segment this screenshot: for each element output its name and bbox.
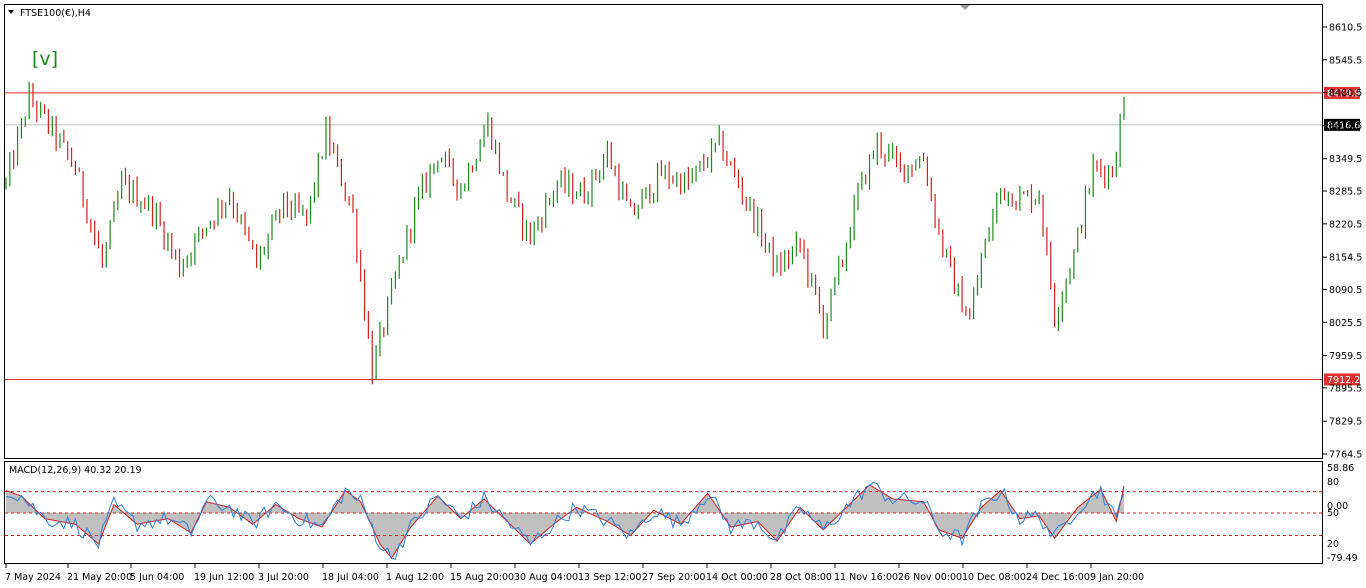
macd-scale-label: -79.49	[1327, 553, 1358, 564]
symbol-label: FTSE100(€),H4	[20, 8, 91, 19]
price-tick-label: 8610.5	[1329, 23, 1362, 34]
time-tick-label: 19 Jun 12:00	[194, 572, 254, 583]
time-tick-label: 26 Nov 00:00	[898, 572, 962, 583]
macd-scale-label: 58.86	[1327, 463, 1354, 474]
price-tick-label: 8545.5	[1329, 55, 1362, 66]
level-price-label: 8479.9	[1327, 88, 1360, 99]
time-tick-label: 14 Oct 00:00	[706, 572, 768, 583]
time-tick-label: 24 Dec 16:00	[1026, 572, 1090, 583]
level-price-tag	[1324, 373, 1360, 386]
candles	[5, 81, 1125, 385]
macd-scale-label: 20	[1327, 539, 1339, 550]
level-price-tag	[1324, 86, 1360, 99]
time-tick-label: 21 May 20:00	[67, 572, 132, 583]
time-axis: 7 May 2024 21 May 20:005 Jun 04:00 19 Jun …	[5, 564, 1144, 583]
time-tick-label: 5 Jun 04:00	[130, 572, 184, 583]
shift-marker-icon[interactable]	[960, 5, 970, 10]
time-tick-label: 10 Dec 08:00	[962, 572, 1026, 583]
time-tick-label: 18 Jul 04:00	[322, 572, 379, 583]
price-tick-label: 7764.5	[1329, 450, 1362, 461]
price-tick-label: 8025.5	[1329, 318, 1362, 329]
current-price-label: 8416.6	[1327, 120, 1360, 131]
macd-label: MACD(12,26,9) 40.32 20.19	[9, 465, 142, 476]
time-tick-label: 7 May 2024	[5, 572, 61, 583]
level-lines: 8479.9 7912.2 8416.6	[5, 86, 1360, 386]
price-tick-label: 7829.5	[1329, 417, 1362, 428]
macd-scale-label: 0.00	[1327, 501, 1348, 512]
time-tick-label: 28 Oct 08:00	[770, 572, 832, 583]
macd-signal-line	[5, 484, 1125, 559]
price-tick-label: 8415.5	[1329, 121, 1362, 132]
time-tick-label: 3 Jul 20:00	[258, 572, 309, 583]
time-tick-label: 15 Aug 20:00	[450, 572, 514, 583]
price-tick-label: 8154.5	[1329, 253, 1362, 264]
price-tick-label: 8349.5	[1329, 154, 1362, 165]
wave-label: [v]	[32, 48, 58, 70]
price-tick-label: 8480.5	[1329, 88, 1362, 99]
time-tick-label: 30 Aug 04:00	[514, 572, 578, 583]
time-tick-label: 27 Sep 20:00	[642, 572, 705, 583]
time-tick-label: 9 Jan 20:00	[1090, 572, 1144, 583]
macd-series	[5, 481, 1322, 560]
macd-scale-label: 80	[1327, 477, 1339, 488]
price-axis: 8610.5 8545.5 8480.5 8415.5 8349.5 8285.5 8220…	[1323, 23, 1362, 461]
price-tick-label: 7959.5	[1329, 351, 1362, 362]
level-price-label: 7912.2	[1327, 375, 1360, 386]
time-tick-label: 1 Aug 12:00	[386, 572, 444, 583]
price-tick-label: 8090.5	[1329, 285, 1362, 296]
time-tick-label: 13 Sep 12:00	[578, 572, 641, 583]
price-pane	[4, 4, 1323, 459]
price-tick-label: 8220.5	[1329, 219, 1362, 230]
time-tick-label: 11 Nov 16:00	[834, 572, 898, 583]
price-tick-label: 8285.5	[1329, 187, 1362, 198]
price-tick-label: 7895.5	[1329, 383, 1362, 394]
macd-main-line	[5, 481, 1125, 560]
collapse-arrow-icon[interactable]	[8, 10, 14, 14]
macd-scale-label: 50	[1327, 508, 1339, 519]
current-price-tag	[1324, 118, 1360, 131]
